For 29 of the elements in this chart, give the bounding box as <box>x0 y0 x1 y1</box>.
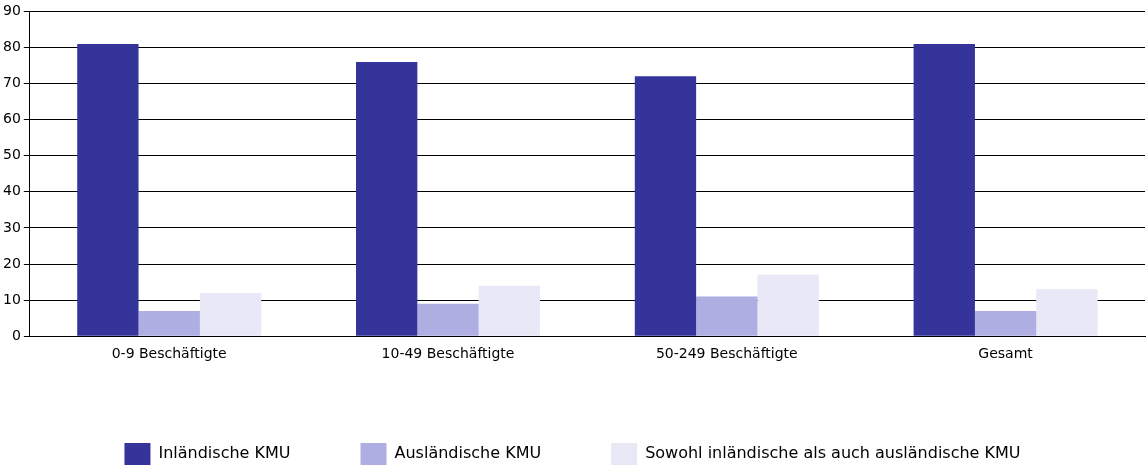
bar <box>634 76 697 336</box>
x-tick-label: 50-249 Beschäftigte <box>655 345 798 362</box>
y-tick-label: 70 <box>2 74 21 91</box>
bar <box>1036 289 1098 336</box>
bar <box>913 43 975 336</box>
legend-label: Ausländische KMU <box>394 443 542 463</box>
y-tick-label: 60 <box>2 110 21 127</box>
bar <box>77 43 139 336</box>
bar <box>478 285 541 336</box>
x-tick-label: 0-9 Beschäftigte <box>111 345 227 362</box>
y-tick-label: 80 <box>2 38 21 55</box>
y-tick-label: 0 <box>11 326 21 343</box>
x-tick-label: Gesamt <box>978 345 1034 362</box>
bar <box>199 292 262 336</box>
y-tick-label: 90 <box>2 2 21 19</box>
legend-label: Inländische KMU <box>158 443 291 463</box>
y-tick-label: 50 <box>2 146 21 163</box>
bar <box>138 310 200 336</box>
y-tick-label: 40 <box>2 182 21 199</box>
bar <box>696 296 758 336</box>
y-tick-label: 30 <box>2 218 21 235</box>
bar <box>356 61 418 336</box>
y-tick-label: 10 <box>2 290 21 307</box>
y-tick-label: 20 <box>2 254 21 271</box>
bar <box>757 274 819 336</box>
legend-label: Sowohl inländische als auch ausländische KMU <box>645 443 1021 463</box>
bar <box>974 310 1037 336</box>
bar <box>417 303 479 336</box>
x-tick-label: 10-49 Beschäftigte <box>381 345 515 362</box>
